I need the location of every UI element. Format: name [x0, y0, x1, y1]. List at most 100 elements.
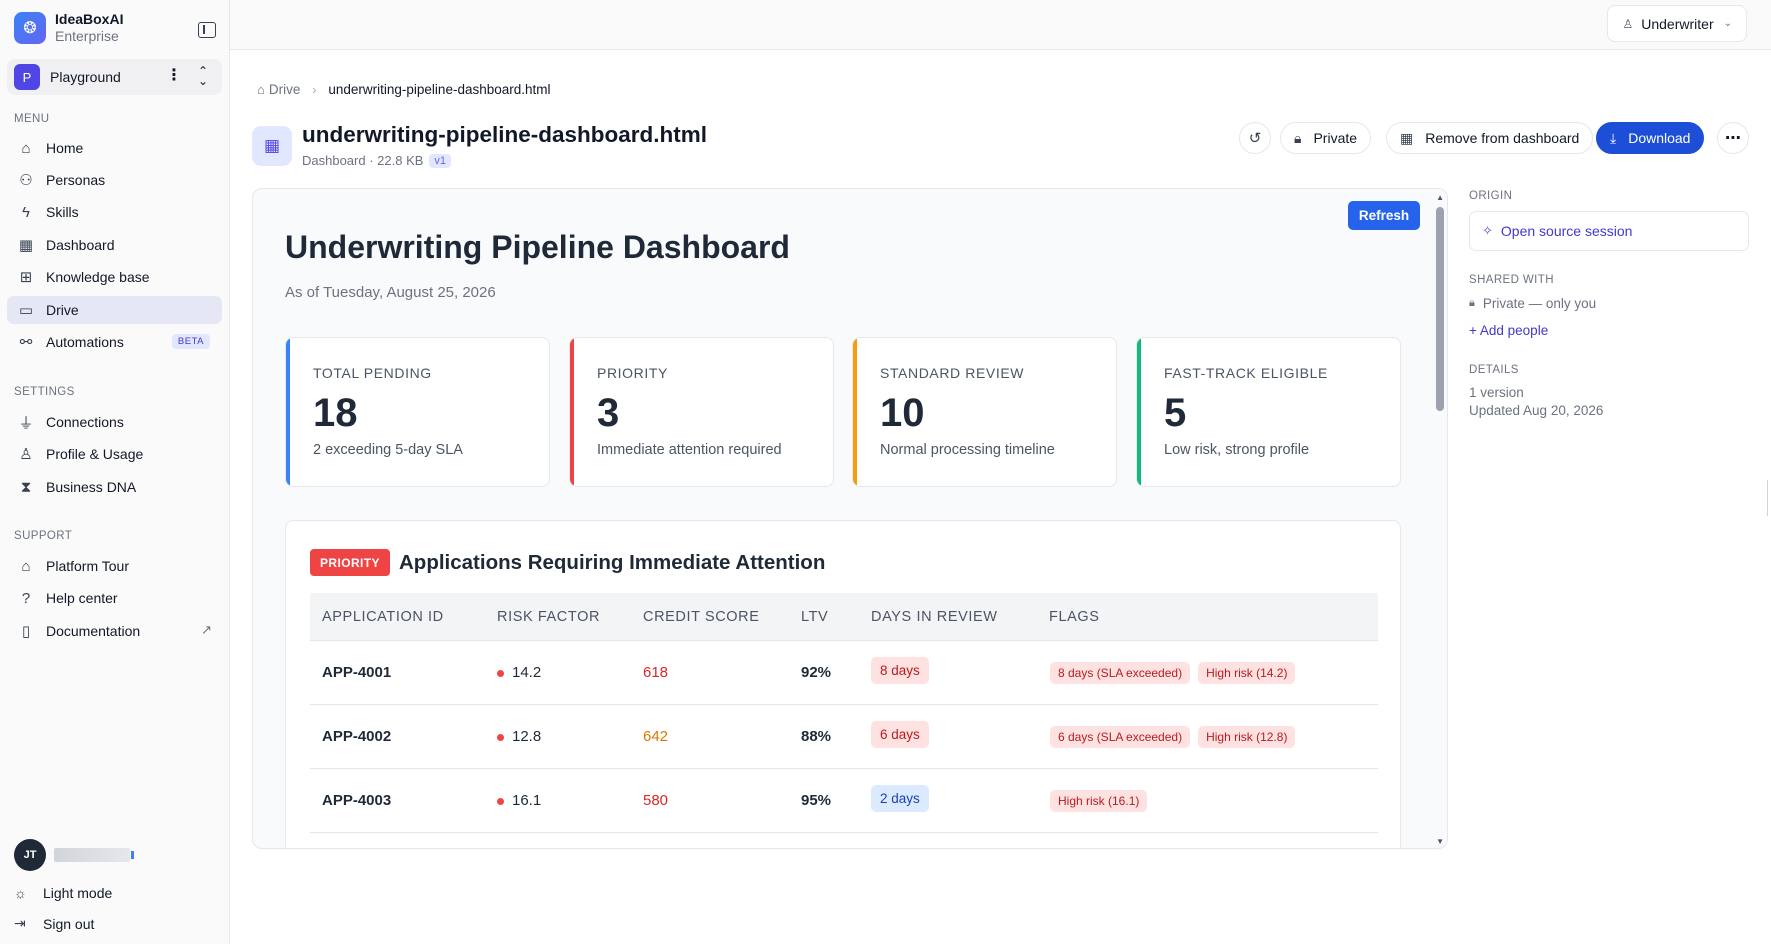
sidebar-item-label: Knowledge base — [46, 269, 150, 285]
version-badge: v1 — [429, 153, 452, 168]
card-label: TOTAL PENDING — [313, 365, 432, 381]
more-options-button[interactable]: ⋯ — [1717, 122, 1749, 154]
card-accent — [853, 338, 857, 486]
page-title: underwriting-pipeline-dashboard.html — [302, 122, 707, 147]
sidebar-item-automations[interactable]: ⚯ Automations BETA — [7, 328, 222, 356]
table-row[interactable]: APP-4002 12.8 642 88% 6 days 6 days (SLA… — [310, 706, 1378, 769]
sidebar-item-documentation[interactable]: ▯ Documentation ↗ — [7, 617, 222, 645]
light-mode-label: Light mode — [43, 885, 113, 901]
open-source-session-link[interactable]: ✧ Open source session — [1469, 211, 1749, 251]
sharing-status: 🔒︎ Private — only you — [1469, 296, 1596, 311]
plug-icon: ⏚ — [18, 414, 34, 432]
scrollbar-thumb[interactable] — [1436, 207, 1444, 411]
column-header: CREDIT SCORE — [643, 609, 760, 625]
bolt-icon: ϟ — [22, 203, 30, 221]
dashboard-title: Underwriting Pipeline Dashboard — [285, 229, 790, 265]
download-icon: ⤓ — [1610, 129, 1617, 146]
file-meta: Dashboard · 22.8 KB v1 — [302, 153, 452, 168]
sidebar-item-platform-tour[interactable]: ⌂ Platform Tour — [7, 552, 222, 580]
sidebar-item-connections[interactable]: ⏚ Connections — [7, 408, 222, 436]
metric-card-fast-track: FAST-TRACK ELIGIBLE 5 Low risk, strong p… — [1136, 337, 1401, 487]
sidebar-item-profile-usage[interactable]: ♙ Profile & Usage — [7, 440, 222, 468]
user-icon: ♙ — [1622, 16, 1634, 31]
table-row[interactable]: APP-4003 16.1 580 95% 2 days High risk (… — [310, 770, 1378, 833]
table-row[interactable]: APP-4001 14.2 618 92% 8 days 8 days (SLA… — [310, 642, 1378, 705]
risk-factor: 16.1 — [497, 792, 541, 809]
chevron-down-icon: ⌄ — [1723, 18, 1732, 29]
user-profile[interactable]: JT — [14, 839, 134, 871]
sidebar: ❂ IdeaBoxAI Enterprise P Playground ⋮ ⌃ ⌄… — [0, 0, 230, 944]
flags: High risk (16.1) — [1050, 790, 1155, 812]
role-label: Underwriter — [1641, 15, 1714, 32]
ltv: 92% — [801, 664, 832, 681]
file-preview[interactable]: Refresh Underwriting Pipeline Dashboard … — [252, 188, 1448, 849]
sidebar-item-skills[interactable]: ϟ Skills — [7, 198, 222, 226]
sidebar-item-help-center[interactable]: ? Help center — [7, 584, 222, 612]
sidebar-item-dashboard[interactable]: ▦ Dashboard — [7, 231, 222, 259]
user-name-redacted — [54, 848, 130, 862]
column-header: FLAGS — [1049, 609, 1100, 625]
card-accent — [286, 338, 290, 486]
scroll-down-icon[interactable]: ▼ — [1436, 837, 1444, 846]
chevron-up-down-icon[interactable]: ⌃ ⌄ — [198, 64, 209, 88]
dashboard-date: As of Tuesday, August 25, 2026 — [285, 284, 496, 301]
support-section-label: SUPPORT — [14, 530, 73, 542]
history-button[interactable]: ↺ — [1239, 122, 1271, 154]
private-button[interactable]: 🔒︎ Private — [1280, 122, 1372, 154]
sidebar-item-knowledge-base[interactable]: ⊞ Knowledge base — [7, 263, 222, 291]
sidebar-item-business-dna[interactable]: ⧗ Business DNA — [7, 473, 222, 501]
avatar: JT — [14, 839, 46, 871]
origin-label: ORIGIN — [1469, 190, 1513, 202]
lock-icon: 🔒︎ — [1294, 129, 1302, 146]
workspace-more-icon[interactable]: ⋮ — [166, 67, 182, 84]
sign-out-icon: ⇥ — [14, 915, 26, 931]
card-subtext: 2 exceeding 5-day SLA — [313, 442, 463, 458]
sidebar-item-label: Automations — [46, 334, 124, 350]
ltv: 88% — [801, 728, 832, 745]
automation-icon: ⚯ — [19, 334, 33, 351]
column-header: RISK FACTOR — [497, 609, 601, 625]
workspace-switcher[interactable]: P Playground ⋮ ⌃ ⌄ — [7, 59, 222, 95]
remove-from-dashboard-button[interactable]: ▦ Remove from dashboard — [1386, 122, 1594, 154]
sidebar-item-label: Dashboard — [46, 237, 115, 253]
collapse-sidebar-icon[interactable] — [198, 22, 216, 38]
refresh-button[interactable]: Refresh — [1348, 201, 1420, 230]
brand-name: IdeaBoxAI — [55, 11, 124, 27]
days-in-review-pill: 2 days — [871, 785, 929, 812]
lock-icon: 🔒︎ — [1469, 297, 1475, 309]
top-bar: ♙ Underwriter ⌄ — [230, 0, 1771, 50]
metric-card-total-pending: TOTAL PENDING 18 2 exceeding 5-day SLA — [285, 337, 550, 487]
flags: 8 days (SLA exceeded) High risk (14.2) — [1050, 662, 1303, 684]
sidebar-item-drive[interactable]: ▭ Drive — [7, 296, 222, 324]
sidebar-item-home[interactable]: ⌂ Home — [7, 134, 222, 162]
user-status-indicator — [131, 851, 134, 859]
role-selector[interactable]: ♙ Underwriter ⌄ — [1607, 5, 1747, 42]
ltv: 95% — [801, 792, 832, 809]
flag-tag: 6 days (SLA exceeded) — [1050, 726, 1191, 748]
scroll-up-icon[interactable]: ▲ — [1436, 193, 1444, 202]
flag-tag: High risk (16.1) — [1050, 790, 1148, 812]
preview-scrollbar[interactable]: ▲ ▼ — [1433, 189, 1447, 848]
edge-handle[interactable] — [1767, 480, 1771, 516]
drive-icon: ▭ — [18, 302, 34, 319]
version-count: 1 version — [1469, 385, 1524, 400]
sign-out-button[interactable]: ⇥ Sign out — [14, 915, 94, 932]
light-mode-toggle[interactable]: ☼ Light mode — [14, 885, 112, 901]
sidebar-item-personas[interactable]: ⚇ Personas — [7, 166, 222, 194]
risk-value: 12.8 — [512, 728, 542, 745]
risk-indicator-dot — [497, 669, 504, 677]
card-accent — [570, 338, 574, 486]
breadcrumb-current: underwriting-pipeline-dashboard.html — [328, 82, 551, 97]
download-button[interactable]: ⤓ Download — [1596, 122, 1705, 154]
table-title: Applications Requiring Immediate Attenti… — [399, 551, 826, 574]
metric-card-priority: PRIORITY 3 Immediate attention required — [569, 337, 834, 487]
application-id: APP-4001 — [322, 664, 392, 681]
breadcrumb-drive-link[interactable]: Drive — [268, 82, 301, 97]
add-people-link[interactable]: + Add people — [1469, 323, 1549, 338]
sidebar-item-label: Drive — [46, 302, 79, 318]
flag-tag: High risk (12.8) — [1198, 726, 1296, 748]
dashboard-file-icon: ▦ — [252, 126, 292, 166]
risk-indicator-dot — [497, 797, 504, 805]
brand[interactable]: ❂ IdeaBoxAI Enterprise — [14, 11, 123, 45]
flag-tag: High risk (14.2) — [1198, 662, 1296, 684]
